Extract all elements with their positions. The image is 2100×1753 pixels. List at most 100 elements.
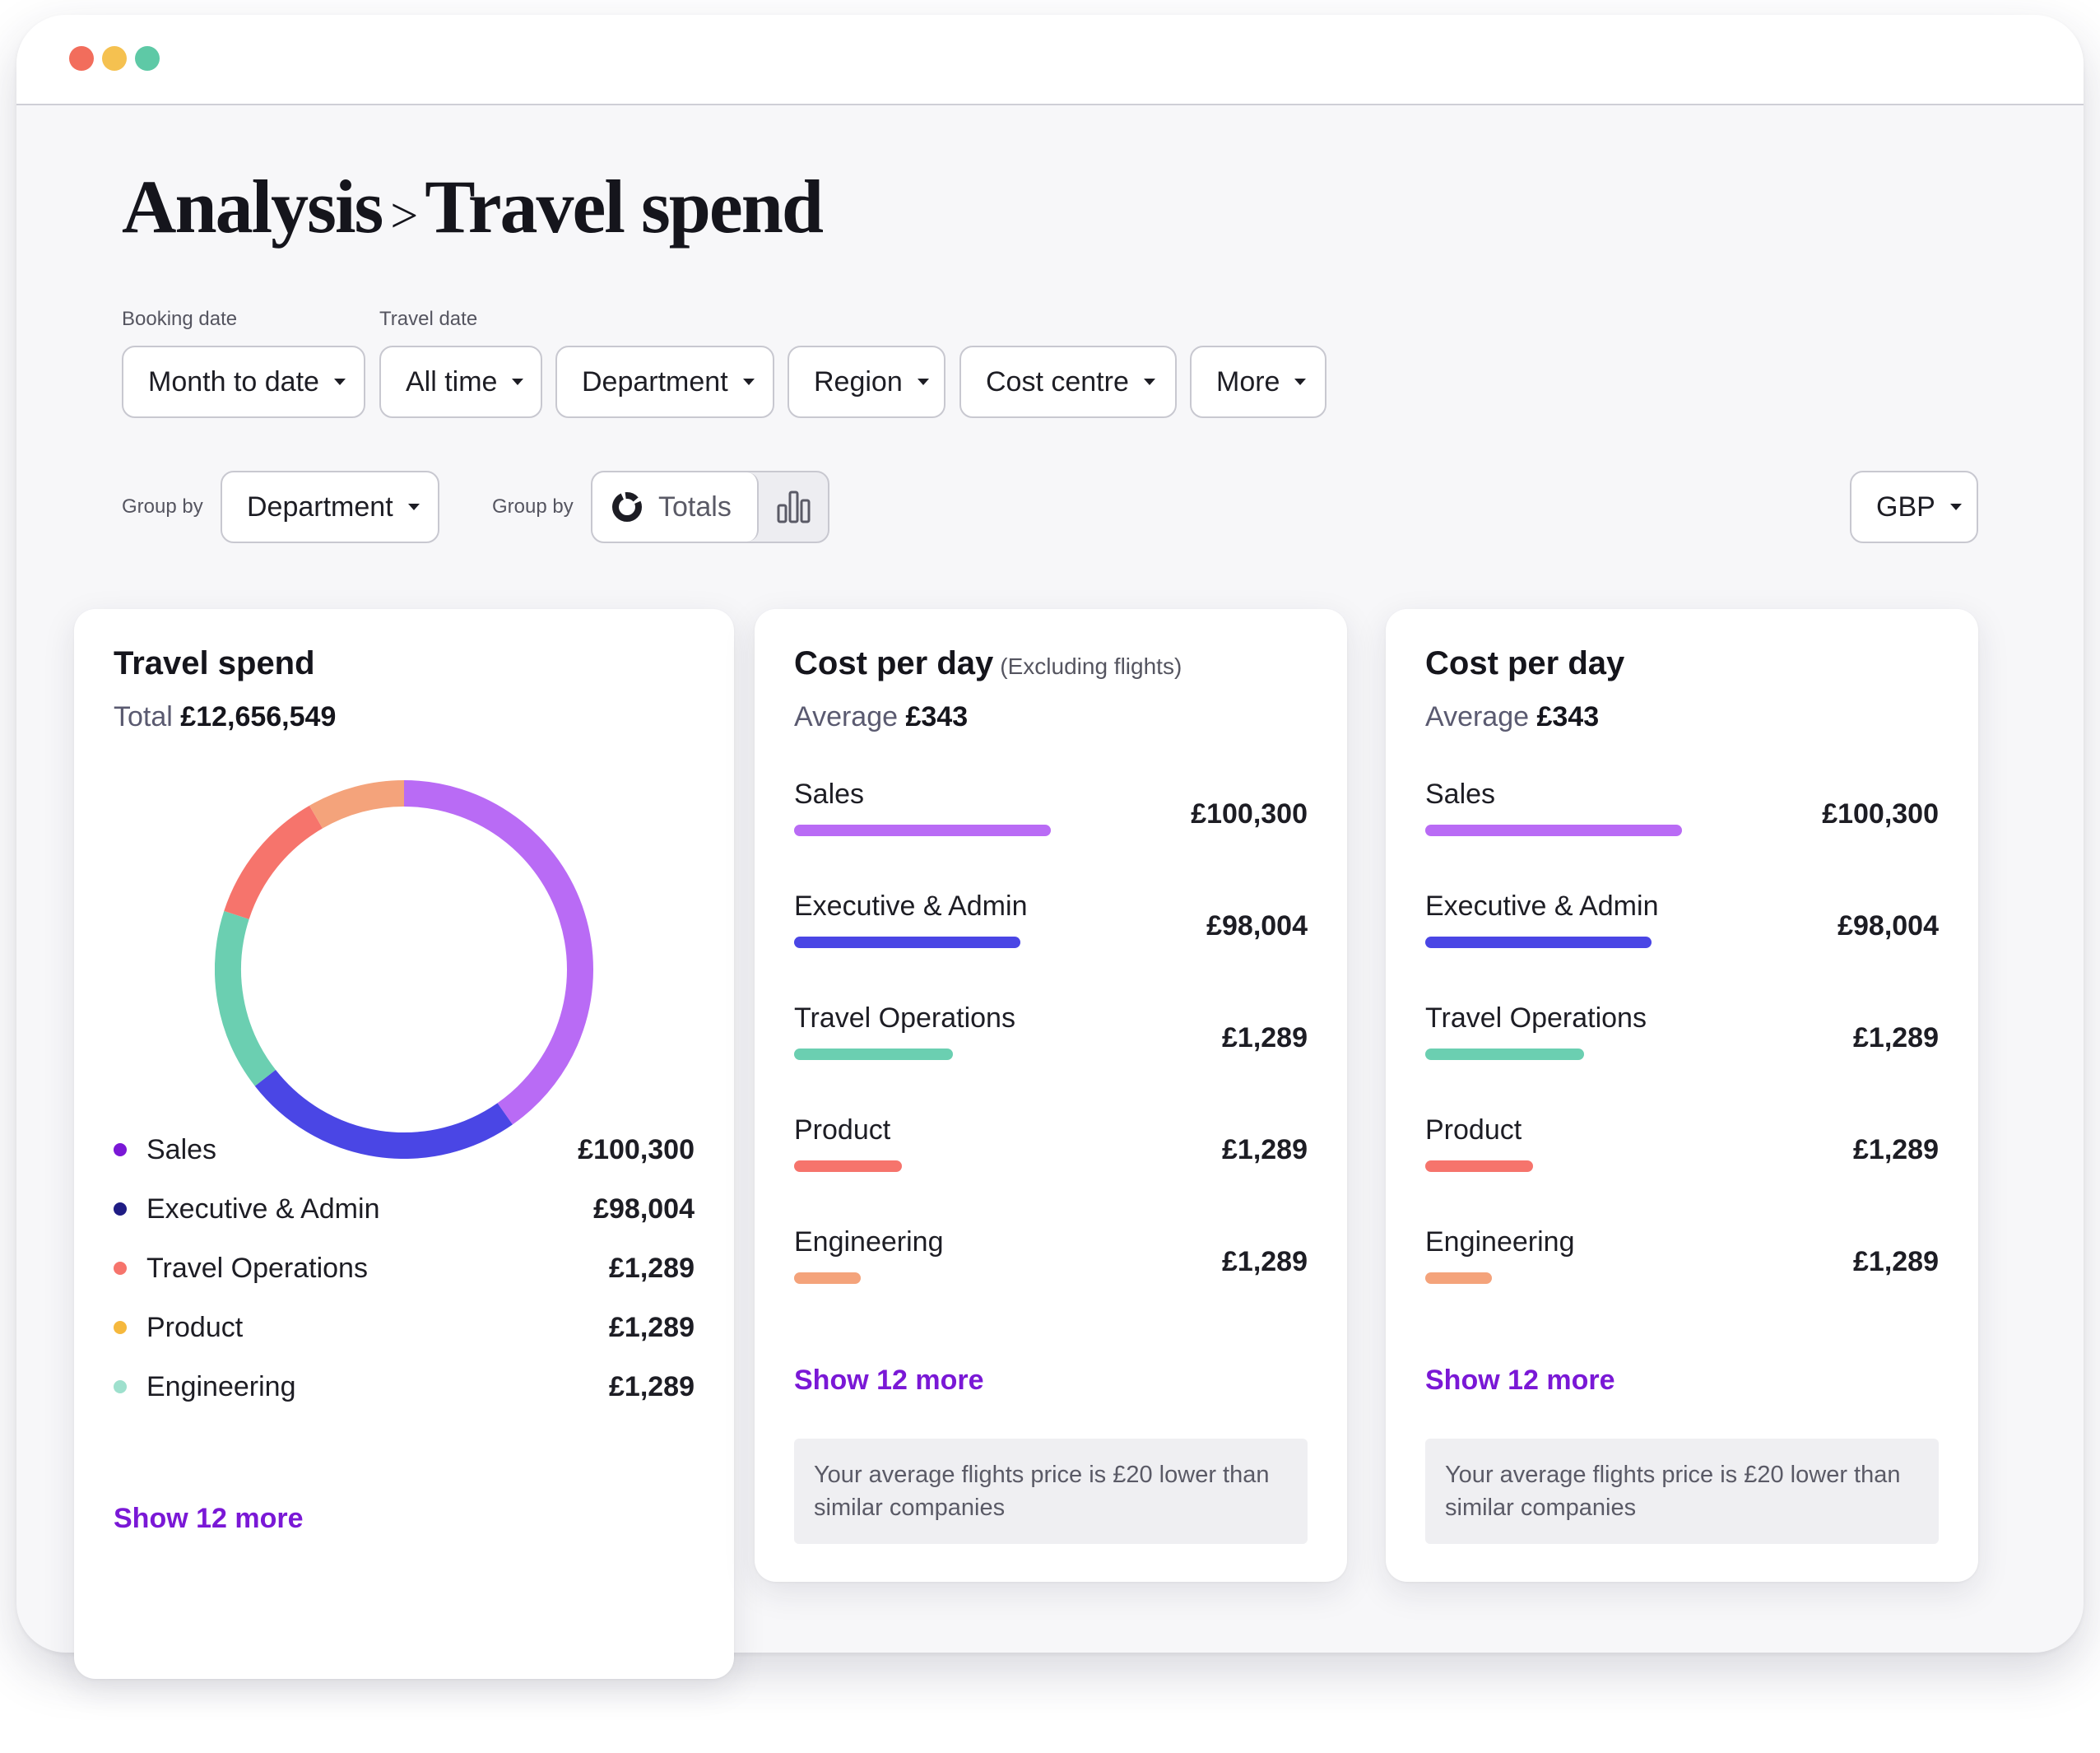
- average-label: Average: [1425, 701, 1530, 732]
- legend-value: £98,004: [593, 1193, 695, 1225]
- travel-operations-segment[interactable]: [215, 910, 276, 1086]
- legend-value: £1,289: [609, 1252, 695, 1284]
- bar-fill: [1425, 1160, 1533, 1172]
- engineering-segment[interactable]: [309, 780, 405, 829]
- legend-label: Executive & Admin: [146, 1193, 380, 1225]
- legend-dot: [114, 1262, 127, 1275]
- bar-value: £1,289: [1222, 1134, 1308, 1165]
- travel-date-dropdown[interactable]: All time: [379, 346, 542, 418]
- bar-fill: [794, 825, 1051, 836]
- bar-row: Executive & Admin £98,004: [794, 890, 1308, 973]
- bar-value: £100,300: [1191, 798, 1308, 830]
- bar-fill: [794, 1049, 953, 1060]
- sales-segment[interactable]: [403, 780, 593, 1125]
- cost-centre-filter-label: Cost centre: [986, 365, 1129, 398]
- totals-view-button[interactable]: Totals: [592, 472, 759, 542]
- view-mode-toggle: Totals: [591, 471, 829, 543]
- maximize-window-button[interactable]: [135, 46, 160, 71]
- more-filters-dropdown[interactable]: More: [1190, 346, 1326, 418]
- bar-fill: [1425, 1272, 1492, 1284]
- department-filter-label: Department: [582, 365, 728, 398]
- group-by-dropdown[interactable]: Department: [221, 471, 439, 543]
- breadcrumb-current: Travel spend: [425, 165, 824, 249]
- bar-row: Product £1,289: [1425, 1114, 1939, 1197]
- average-summary: Average £343: [794, 701, 968, 733]
- donut-chart-icon: [612, 492, 642, 522]
- chevron-down-icon: [1143, 379, 1155, 385]
- group-by-value: Department: [247, 491, 393, 523]
- bar-label: Product: [794, 1114, 891, 1146]
- view-group-by-label: Group by: [492, 495, 574, 518]
- product-segment[interactable]: [224, 805, 323, 920]
- total-summary: Total £12,656,549: [114, 701, 336, 733]
- bar-value: £1,289: [1222, 1022, 1308, 1053]
- bar-label: Engineering: [1425, 1226, 1575, 1258]
- bar-label: Executive & Admin: [794, 890, 1028, 922]
- show-more-link[interactable]: Show 12 more: [794, 1365, 984, 1396]
- more-filters-label: More: [1216, 365, 1280, 398]
- chevron-down-icon: [512, 379, 524, 385]
- bar-value: £98,004: [1206, 910, 1308, 942]
- cost-per-day-excl-flights-card: Cost per day (Excluding flights) Average …: [755, 609, 1347, 1582]
- cost-centre-filter-dropdown[interactable]: Cost centre: [959, 346, 1177, 418]
- bar-chart-icon: [777, 491, 811, 523]
- chevron-down-icon: [1949, 504, 1962, 510]
- bar-fill: [794, 1272, 861, 1284]
- average-value: £343: [905, 701, 969, 732]
- bar-fill: [794, 1160, 902, 1172]
- average-summary: Average £343: [1425, 701, 1599, 733]
- legend-label: Product: [146, 1311, 244, 1343]
- region-filter-label: Region: [814, 365, 903, 398]
- bar-label: Sales: [794, 779, 865, 810]
- average-value: £343: [1536, 701, 1600, 732]
- executive-admin-segment[interactable]: [254, 1069, 513, 1159]
- card-title: Cost per day: [1425, 645, 1625, 681]
- bar-label: Executive & Admin: [1425, 890, 1659, 922]
- region-filter-dropdown[interactable]: Region: [788, 346, 945, 418]
- bar-label: Sales: [1425, 779, 1496, 810]
- bar-label: Travel Operations: [1425, 1002, 1647, 1034]
- chevron-down-icon: [742, 379, 755, 385]
- card-title-text: Cost per day: [794, 645, 994, 681]
- travel-date-value: All time: [406, 365, 498, 398]
- group-by-label: Group by: [122, 495, 203, 518]
- close-window-button[interactable]: [69, 46, 94, 71]
- bar-value: £1,289: [1853, 1246, 1939, 1277]
- bar-label: Product: [1425, 1114, 1522, 1146]
- bar-row: Sales £100,300: [1425, 779, 1939, 861]
- window-titlebar: [16, 15, 2084, 105]
- booking-date-value: Month to date: [148, 365, 319, 398]
- breadcrumb-parent[interactable]: Analysis: [122, 165, 383, 249]
- minimize-window-button[interactable]: [102, 46, 127, 71]
- app-window: Analysis > Travel spend Booking date Trave…: [16, 15, 2084, 1679]
- chevron-down-icon: [1294, 379, 1307, 385]
- currency-dropdown[interactable]: GBP: [1850, 471, 1978, 543]
- bar-value: £98,004: [1838, 910, 1939, 942]
- legend-label: Travel Operations: [146, 1252, 368, 1284]
- booking-date-label: Booking date: [122, 308, 238, 330]
- bar-chart-view-button[interactable]: [759, 472, 828, 542]
- legend-item: Sales £100,300: [114, 1129, 695, 1170]
- chevron-down-icon: [917, 379, 929, 385]
- show-more-link[interactable]: Show 12 more: [1425, 1365, 1615, 1396]
- average-label: Average: [794, 701, 899, 732]
- legend-item: Executive & Admin £98,004: [114, 1188, 695, 1230]
- bar-row: Engineering £1,289: [794, 1226, 1308, 1309]
- page-title: Analysis > Travel spend: [122, 163, 824, 250]
- card-title: Travel spend: [114, 645, 315, 681]
- booking-date-dropdown[interactable]: Month to date: [122, 346, 365, 418]
- bar-row: Product £1,289: [794, 1114, 1308, 1197]
- bar-row: Travel Operations £1,289: [794, 1002, 1308, 1085]
- department-filter-dropdown[interactable]: Department: [555, 346, 774, 418]
- bar-value: £1,289: [1853, 1022, 1939, 1053]
- chevron-down-icon: [407, 504, 420, 510]
- legend-value: £1,289: [609, 1311, 695, 1343]
- legend-dot: [114, 1380, 127, 1393]
- bar-row: Engineering £1,289: [1425, 1226, 1939, 1309]
- bar-value: £1,289: [1853, 1134, 1939, 1165]
- legend-label: Sales: [146, 1133, 217, 1165]
- bar-value: £100,300: [1822, 798, 1939, 830]
- legend-item: Travel Operations £1,289: [114, 1248, 695, 1289]
- totals-view-label: Totals: [658, 491, 732, 523]
- show-more-link[interactable]: Show 12 more: [114, 1503, 304, 1534]
